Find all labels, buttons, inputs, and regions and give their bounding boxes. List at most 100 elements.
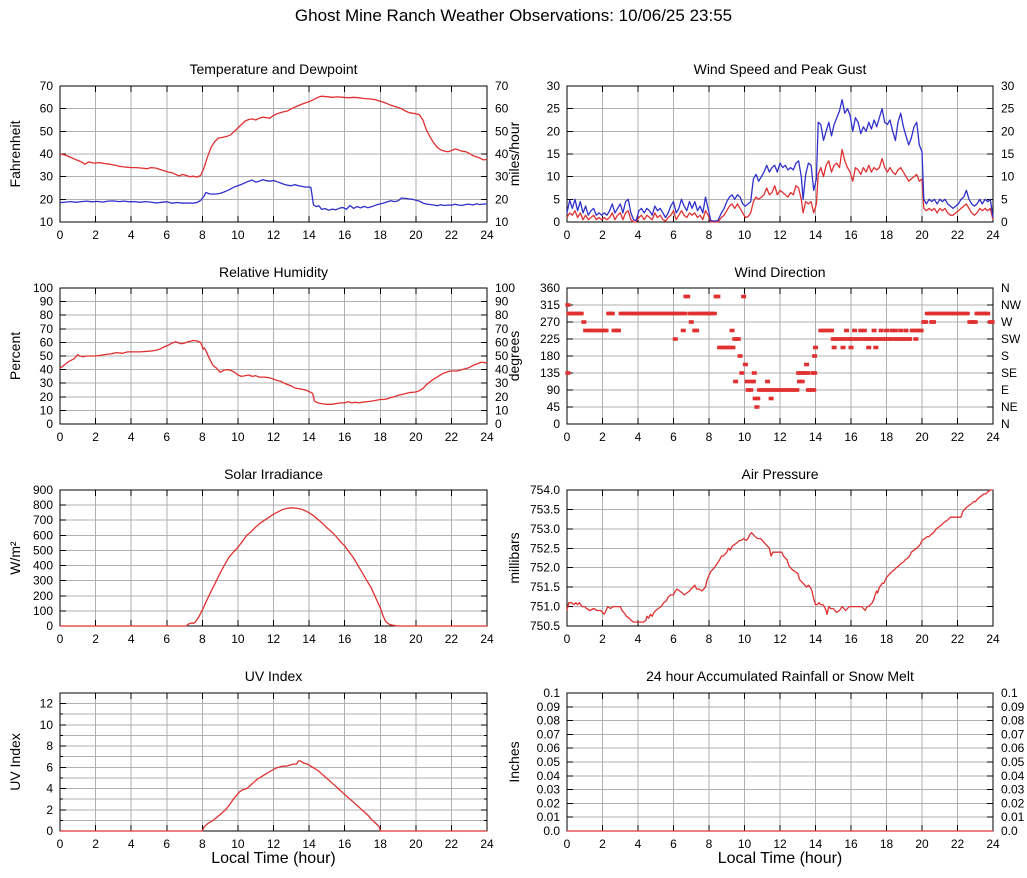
- y-tick-label: 25: [547, 102, 561, 116]
- wind_speed-line: [566, 148, 994, 223]
- x-tick-label: 22: [445, 228, 459, 242]
- y-right-tick-label: SE: [1001, 366, 1017, 380]
- plot-border: [59, 692, 488, 832]
- y-tick-label: 751.0: [530, 600, 560, 614]
- y-axis-title: degrees: [506, 331, 522, 382]
- x-tick-label: 12: [267, 430, 281, 444]
- x-tick-label: 2: [599, 430, 606, 444]
- y-right-tick-label: 80: [495, 308, 509, 322]
- x-tick-label: 24: [480, 228, 494, 242]
- y-right-tick-label: 90: [495, 295, 509, 309]
- y-tick-label: 135: [540, 366, 560, 380]
- x-axis-title: Local Time (hour): [718, 850, 843, 867]
- chart-rainfall: 0 2 4 6 8 10 12 14 16 18 20 22 240.0 0.00.01 0.010.02 0…: [506, 668, 1025, 867]
- y-right-tick-label: 60: [495, 102, 509, 116]
- y-tick-label: 0: [46, 417, 53, 431]
- x-tick-label: 0: [564, 228, 571, 242]
- y-tick-label: 60: [40, 102, 54, 116]
- y-tick-label: 0.08: [537, 714, 561, 728]
- y-tick-label: 0.0: [543, 824, 560, 838]
- y-right-tick-label: 0.05: [1001, 755, 1025, 769]
- chart-solar-irradiance: 0 2 4 6 8 10 12 14 16 18 20 22 240100200300400500600…: [7, 466, 494, 646]
- y-tick-label: 750.5: [530, 619, 560, 633]
- y-tick-label: 180: [540, 349, 560, 363]
- y-right-tick-label: 40: [495, 363, 509, 377]
- x-tick-label: 2: [92, 837, 99, 851]
- chart-title: Temperature and Dewpoint: [189, 61, 357, 77]
- x-tick-label: 0: [57, 632, 64, 646]
- y-tick-label: 700: [33, 513, 53, 527]
- x-tick-label: 14: [302, 837, 316, 851]
- chart-title: Air Pressure: [741, 466, 818, 482]
- x-tick-label: 24: [480, 430, 494, 444]
- y-right-tick-label: 0.03: [1001, 783, 1025, 797]
- x-tick-label: 8: [706, 430, 713, 444]
- y-tick-label: 0: [553, 215, 560, 229]
- x-tick-label: 10: [738, 228, 752, 242]
- y-tick-label: 0.03: [537, 783, 561, 797]
- wind_direction-points: [565, 294, 995, 409]
- x-tick-label: 16: [844, 837, 858, 851]
- y-tick-label: 6: [46, 760, 53, 774]
- x-tick-label: 0: [564, 430, 571, 444]
- y-right-tick-label: 0.06: [1001, 741, 1025, 755]
- x-tick-label: 8: [199, 837, 206, 851]
- y-right-tick-label: N: [1001, 417, 1010, 431]
- x-tick-label: 0: [57, 228, 64, 242]
- x-tick-label: 18: [880, 228, 894, 242]
- gridlines: [60, 86, 487, 222]
- page-title: Ghost Mine Ranch Weather Observations: 1…: [294, 6, 733, 25]
- x-tick-label: 6: [163, 228, 170, 242]
- x-tick-label: 22: [445, 632, 459, 646]
- x-tick-label: 2: [599, 632, 606, 646]
- x-tick-label: 20: [915, 632, 929, 646]
- x-tick-label: 4: [635, 632, 642, 646]
- y-right-tick-label: 0.04: [1001, 769, 1025, 783]
- y-right-tick-label: 30: [495, 170, 509, 184]
- y-tick-label: 70: [40, 79, 54, 93]
- y-right-tick-label: 100: [495, 281, 515, 295]
- x-tick-label: 14: [809, 228, 823, 242]
- x-tick-label: 14: [809, 837, 823, 851]
- x-tick-label: 20: [409, 430, 423, 444]
- chart-air-pressure: 0 2 4 6 8 10 12 14 16 18 20 22 24750.5751.0751.5752.…: [506, 466, 1000, 646]
- x-tick-label: 8: [706, 837, 713, 851]
- y-tick-label: 0.01: [537, 810, 561, 824]
- x-tick-label: 18: [374, 430, 388, 444]
- y-tick-label: 400: [33, 559, 53, 573]
- x-tick-label: 20: [915, 430, 929, 444]
- y-right-tick-label: 10: [1001, 170, 1015, 184]
- x-tick-label: 0: [57, 430, 64, 444]
- x-tick-label: 6: [670, 228, 677, 242]
- x-tick-label: 2: [92, 228, 99, 242]
- y-right-tick-label: 0.08: [1001, 714, 1025, 728]
- x-tick-label: 4: [128, 228, 135, 242]
- y-right-tick-label: NW: [1001, 298, 1022, 312]
- x-tick-label: 4: [128, 837, 135, 851]
- y-tick-label: 2: [46, 803, 53, 817]
- x-tick-label: 8: [706, 632, 713, 646]
- x-tick-label: 12: [773, 632, 787, 646]
- x-tick-label: 6: [670, 837, 677, 851]
- y-tick-label: 0: [553, 417, 560, 431]
- air_pressure-line: [566, 489, 993, 623]
- y-tick-label: 20: [40, 192, 54, 206]
- y-tick-label: 10: [40, 215, 54, 229]
- gridlines: [567, 86, 993, 222]
- y-tick-label: 200: [33, 589, 53, 603]
- x-tick-label: 2: [599, 228, 606, 242]
- chart-title: UV Index: [245, 668, 303, 684]
- y-tick-label: 40: [40, 147, 54, 161]
- x-tick-label: 4: [128, 430, 135, 444]
- x-tick-label: 10: [231, 837, 245, 851]
- y-right-tick-label: 0.02: [1001, 796, 1025, 810]
- y-right-tick-label: 0.01: [1001, 810, 1025, 824]
- y-right-tick-label: 0.1: [1001, 686, 1018, 700]
- x-tick-label: 10: [738, 837, 752, 851]
- y-right-tick-label: W: [1001, 315, 1013, 329]
- x-tick-label: 6: [163, 837, 170, 851]
- y-tick-label: 8: [46, 739, 53, 753]
- x-tick-label: 18: [880, 837, 894, 851]
- x-tick-label: 4: [635, 228, 642, 242]
- x-tick-label: 6: [670, 632, 677, 646]
